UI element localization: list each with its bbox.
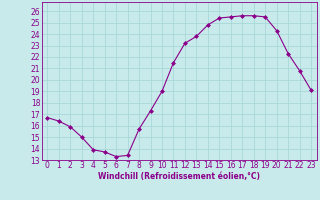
X-axis label: Windchill (Refroidissement éolien,°C): Windchill (Refroidissement éolien,°C) — [98, 172, 260, 181]
